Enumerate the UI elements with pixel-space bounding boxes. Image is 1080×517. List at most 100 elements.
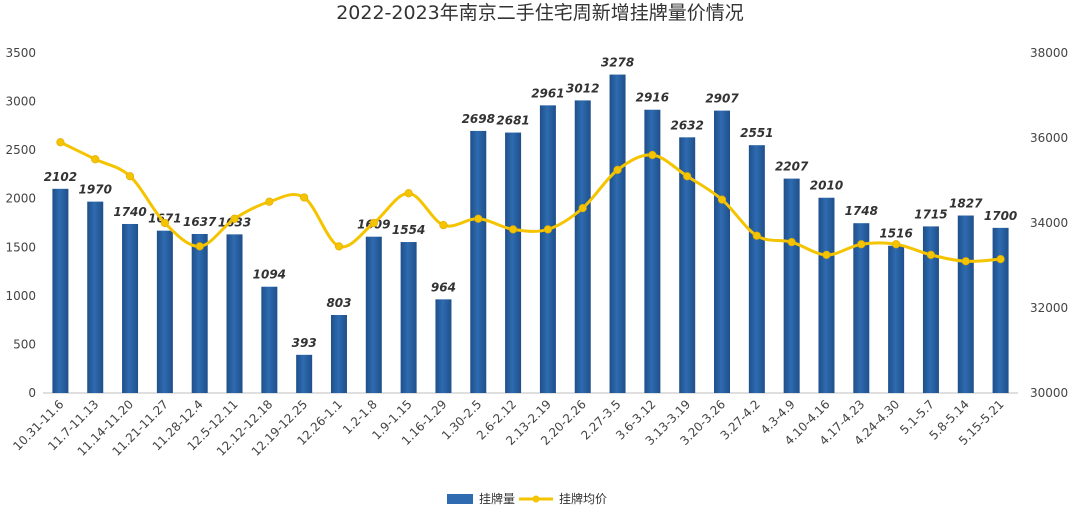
- bar: [644, 109, 661, 393]
- price-marker: [404, 189, 413, 198]
- bar-data-label: 1827: [949, 197, 983, 211]
- price-marker: [543, 225, 553, 234]
- price-marker: [230, 214, 239, 223]
- y-axis-left: 0 500 1000 1500 2000 2500 3000 3500: [5, 46, 36, 400]
- bar: [888, 245, 905, 393]
- price-line: [59, 140, 1001, 263]
- bar: [539, 105, 556, 394]
- legend-label-line: 挂牌均价: [559, 492, 607, 506]
- price-marker: [857, 240, 866, 249]
- price-marker: [91, 155, 100, 164]
- bar: [957, 215, 974, 393]
- bar: [853, 223, 870, 393]
- bar: [714, 110, 731, 393]
- bar: [679, 137, 696, 393]
- bar: [818, 197, 835, 393]
- bar: [748, 145, 765, 393]
- bar-data-label: 2207: [775, 160, 809, 174]
- bar-data-label: 2916: [636, 91, 669, 105]
- bar: [470, 130, 487, 393]
- price-marker: [613, 165, 622, 174]
- bar: [922, 226, 939, 393]
- x-axis: 10.31-11.611.7-11.1311.14-11.2011.21-11.…: [10, 397, 1006, 459]
- legend-label-bars: 挂牌量: [479, 492, 515, 506]
- price-marker: [752, 231, 761, 240]
- bar: [296, 354, 313, 393]
- price-marker: [508, 225, 518, 234]
- price-markers: [56, 138, 1005, 266]
- price-marker: [787, 238, 796, 247]
- bar: [400, 242, 417, 393]
- bar-data-label: 393: [292, 336, 317, 350]
- y-right-tick-label: 32000: [1030, 301, 1068, 315]
- price-marker: [265, 197, 274, 206]
- price-marker: [369, 218, 378, 228]
- bar: [156, 230, 173, 393]
- bar-series: [52, 74, 1009, 394]
- bar-data-label: 2907: [705, 92, 739, 106]
- legend-swatch-bars: [447, 494, 473, 504]
- legend: 挂牌量 挂牌均价: [447, 492, 607, 506]
- bar-data-label: 1970: [79, 183, 112, 197]
- bar-data-label: 1637: [183, 215, 217, 229]
- price-marker: [300, 193, 309, 202]
- y-right-tick-label: 34000: [1030, 216, 1068, 230]
- bar-data-label: 1554: [392, 223, 425, 237]
- bar: [609, 74, 626, 394]
- bar: [261, 286, 278, 393]
- price-marker: [961, 257, 970, 266]
- y-left-tick-label: 2000: [5, 192, 36, 206]
- bar-data-label: 2632: [670, 118, 703, 132]
- bar-data-label: 2961: [531, 86, 564, 100]
- bar: [992, 227, 1009, 393]
- bar-data-label: 1516: [879, 227, 912, 241]
- bar: [191, 233, 208, 393]
- bar: [435, 299, 452, 393]
- y-left-tick-label: 500: [13, 337, 36, 351]
- price-marker: [195, 242, 204, 251]
- chart-title: 2022-2023年南京二手住宅周新增挂牌量价情况: [336, 2, 744, 24]
- price-marker: [892, 240, 901, 249]
- price-marker: [474, 214, 483, 223]
- price-marker: [648, 150, 657, 160]
- bar: [574, 100, 591, 394]
- bar-data-label: 2102: [44, 170, 77, 184]
- price-marker: [125, 172, 135, 181]
- bar: [783, 178, 800, 393]
- bar-data-label: 803: [326, 296, 351, 310]
- y-right-tick-label: 36000: [1030, 131, 1068, 145]
- price-marker: [439, 221, 448, 230]
- y-right-tick-label: 38000: [1030, 46, 1068, 60]
- bar-data-label: 1671: [148, 212, 181, 226]
- price-marker: [578, 204, 587, 213]
- y-left-tick-label: 1000: [5, 289, 36, 303]
- bar: [52, 188, 69, 393]
- y-left-tick-label: 3500: [5, 46, 36, 60]
- y-left-tick-label: 0: [28, 386, 36, 400]
- bar-data-label: 1094: [253, 268, 286, 282]
- bar: [226, 234, 243, 393]
- bar-data-label: 2010: [810, 179, 843, 193]
- price-marker: [160, 218, 169, 228]
- bar-data-label: 2551: [740, 126, 773, 140]
- y-axis-right: 30000 32000 34000 36000 38000: [1030, 46, 1068, 400]
- legend-swatch-marker: [532, 495, 540, 503]
- price-marker: [683, 172, 692, 181]
- price-marker: [334, 242, 344, 251]
- bar-data-label: 1748: [845, 204, 878, 218]
- bar-data-label: 1715: [914, 207, 947, 221]
- bar-data-label: 3278: [601, 56, 634, 70]
- bar-data-label: 1740: [113, 205, 146, 219]
- bar: [505, 132, 522, 393]
- y-right-tick-label: 30000: [1030, 386, 1068, 400]
- bar-data-label: 2681: [496, 114, 529, 128]
- bar-data-labels: 2102197017401671163716331094393803160915…: [44, 56, 1018, 350]
- price-marker: [822, 250, 831, 259]
- y-left-tick-label: 2500: [5, 143, 36, 157]
- price-marker: [56, 138, 65, 147]
- price-marker: [926, 250, 936, 259]
- bar: [330, 314, 347, 393]
- bar: [87, 201, 104, 393]
